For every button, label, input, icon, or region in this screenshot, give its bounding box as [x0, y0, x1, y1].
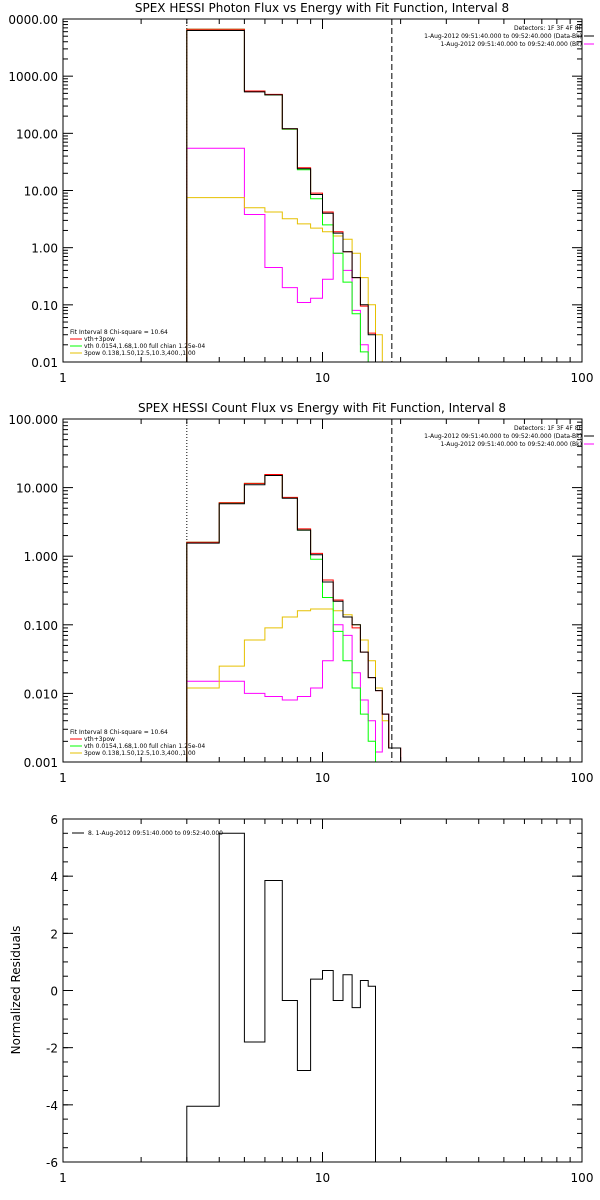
- y-tick-label: 2: [50, 927, 58, 941]
- photon-legend-bpow-label: 3pow 0.138,1.50,12.5,10.3,400.,1.00: [84, 350, 196, 357]
- photon-legend-left: Fit Interval 8 Chi-square = 10.64 vth+3p…: [70, 329, 205, 357]
- x-tick-label: 100: [571, 371, 594, 385]
- plot-area-2: 1 10 100 -6 -4 -2 0 2 4 6: [46, 813, 593, 1185]
- photon-fit-header: Fit Interval 8 Chi-square = 10.64: [70, 329, 168, 336]
- x-tick-label: 1: [59, 1171, 67, 1185]
- photon-chart-title: SPEX HESSI Photon Flux vs Energy with Fi…: [135, 1, 509, 15]
- x-tick-label: 100: [571, 1171, 594, 1185]
- y-tick-label: 0: [50, 985, 58, 999]
- x-tick-label: 10: [315, 371, 330, 385]
- x-tick-label: 1: [59, 771, 67, 785]
- residuals-legend-label: 8. 1-Aug-2012 09:51:40.000 to 09:52:40.0…: [88, 830, 223, 837]
- series-bpow: [186, 608, 402, 762]
- count-legend-right: Detectors: 1F 3F 4F 8F 1-Aug-2012 09:51:…: [424, 425, 582, 448]
- photon-legend-data-label: 1-Aug-2012 09:51:40.000 to 09:52:40.000 …: [424, 33, 582, 40]
- x-tick-label: 100: [571, 771, 594, 785]
- photon-legend-right: Detectors: 1F 3F 4F 8F 1-Aug-2012 09:51:…: [424, 25, 582, 48]
- count-fit-header: Fit Interval 8 Chi-square = 10.64: [70, 729, 168, 736]
- count-legend-left: Fit Interval 8 Chi-square = 10.64 vth+3p…: [70, 729, 205, 757]
- photon-legend-bk-label: 1-Aug-2012 09:51:40.000 to 09:52:40.000 …: [440, 41, 582, 48]
- plot-area-0: 1 10 100 0.01 0.10 1.00 10.00 100.00 1000.00 0000…: [8, 13, 593, 385]
- y-tick-label: 0.01: [31, 356, 58, 370]
- plot-area-1: 1 10 100 0.001 0.010 0.100 1.000 10.000 100.000: [8, 413, 593, 785]
- y-tick-label: 6: [50, 813, 58, 827]
- panel-residuals: Normalized Residuals 8. 1-Aug-2012 09:51…: [9, 830, 223, 1054]
- y-tick-label: 1000.00: [8, 70, 58, 84]
- axes-frame: [62, 18, 583, 363]
- residuals-ylabel: Normalized Residuals: [9, 926, 23, 1055]
- y-tick-label: -6: [46, 1156, 58, 1170]
- photon-detectors-label: Detectors: 1F 3F 4F 8F: [514, 25, 583, 32]
- panel-photon-flux: SPEX HESSI Photon Flux vs Energy with Fi…: [70, 1, 583, 357]
- y-tick-label: 0.001: [24, 756, 58, 770]
- y-tick-label: 0.010: [24, 687, 58, 701]
- y-tick-label: -2: [46, 1042, 58, 1056]
- count-legend-bk-label: 1-Aug-2012 09:51:40.000 to 09:52:40.000 …: [440, 441, 582, 448]
- y-tick-label: 1.000: [24, 550, 58, 564]
- series-residuals: [186, 832, 376, 1162]
- series-data: [186, 475, 402, 762]
- series-bpow: [186, 197, 402, 362]
- count-legend-total-label: vth+3pow: [84, 736, 115, 743]
- y-tick-label: 10.000: [16, 482, 58, 496]
- axes-frame: [62, 818, 583, 1163]
- count-chart-title: SPEX HESSI Count Flux vs Energy with Fit…: [138, 401, 506, 415]
- series-data: [186, 30, 383, 362]
- y-tick-label: 4: [50, 870, 58, 884]
- x-tick-label: 10: [315, 1171, 330, 1185]
- count-legend-bpow-label: 3pow 0.138,1.50,12.5,10.3,400.,1.00: [84, 750, 196, 757]
- count-detectors-label: Detectors: 1F 3F 4F 8F: [514, 425, 583, 432]
- count-legend-vth-label: vth 0.0154,1.68,1.00 full chian 1.25e-04: [84, 743, 205, 750]
- photon-legend-total-label: vth+3pow: [84, 336, 115, 343]
- y-tick-label: 0000.00: [8, 13, 58, 27]
- y-tick-label: 100.00: [16, 127, 58, 141]
- y-tick-label: 0.100: [24, 619, 58, 633]
- x-tick-label: 1: [59, 371, 67, 385]
- count-legend-data-label: 1-Aug-2012 09:51:40.000 to 09:52:40.000 …: [424, 433, 582, 440]
- series-total: [186, 28, 383, 362]
- y-tick-label: -4: [46, 1099, 58, 1113]
- y-tick-label: 1.00: [31, 242, 58, 256]
- x-tick-label: 10: [315, 771, 330, 785]
- y-tick-label: 0.10: [31, 299, 58, 313]
- y-tick-label: 10.00: [24, 185, 58, 199]
- y-tick-label: 100.000: [8, 413, 58, 427]
- panel-count-flux: SPEX HESSI Count Flux vs Energy with Fit…: [70, 401, 583, 757]
- photon-legend-vth-label: vth 0.0154,1.68,1.00 full chian 1.25e-04: [84, 343, 205, 350]
